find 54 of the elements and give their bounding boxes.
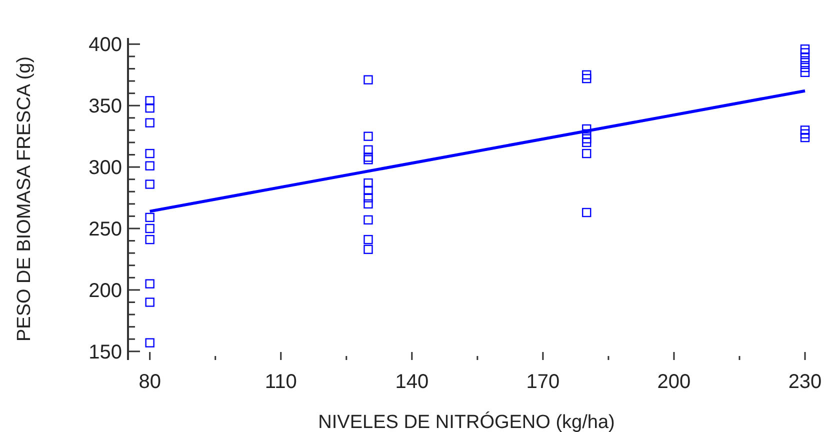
x-axis-title: NIVELES DE NITRÓGENO (kg/ha) [318,411,615,432]
point [145,338,154,348]
point [145,103,154,113]
point [364,215,373,224]
point [145,180,154,189]
x-tick-label: 230 [788,371,822,393]
point [800,53,810,62]
y-tick-label: 300 [88,157,122,180]
point [582,138,592,148]
x-tick-label: 110 [264,371,297,393]
y-axis-title: PESO DE BIOMASA FRESCA (g) [14,56,35,342]
x-tick-label: 140 [395,371,429,393]
point [145,148,154,158]
x-tick-label: 200 [657,371,691,393]
point [364,132,373,141]
point [364,193,373,202]
y-tick-label: 250 [88,218,122,240]
y-tick-label: 350 [88,96,122,118]
point [145,161,154,170]
point [582,148,592,158]
point [800,58,810,68]
point [145,212,154,222]
point [364,186,373,195]
point [582,134,592,144]
point [364,234,373,244]
point [800,62,810,72]
point [145,234,154,244]
y-tick-label: 200 [88,280,122,302]
point [364,244,373,254]
point [145,279,154,288]
point [145,96,154,106]
point [145,298,154,307]
point [800,129,810,138]
point [800,132,810,142]
point [800,126,810,135]
point [800,68,810,78]
point [800,48,810,58]
point [800,44,810,54]
point [582,70,592,80]
point [364,178,373,188]
point [364,152,373,162]
point [145,118,154,128]
point [582,208,592,218]
point [582,74,592,84]
x-tick-label: 80 [138,371,161,393]
point [364,75,373,84]
point [364,145,373,154]
point [582,124,592,134]
point [364,199,373,209]
x-tick-label: 170 [526,371,560,393]
y-tick-label: 150 [88,341,122,364]
point [145,224,154,234]
y-tick-label: 400 [88,34,122,56]
point [364,155,373,164]
